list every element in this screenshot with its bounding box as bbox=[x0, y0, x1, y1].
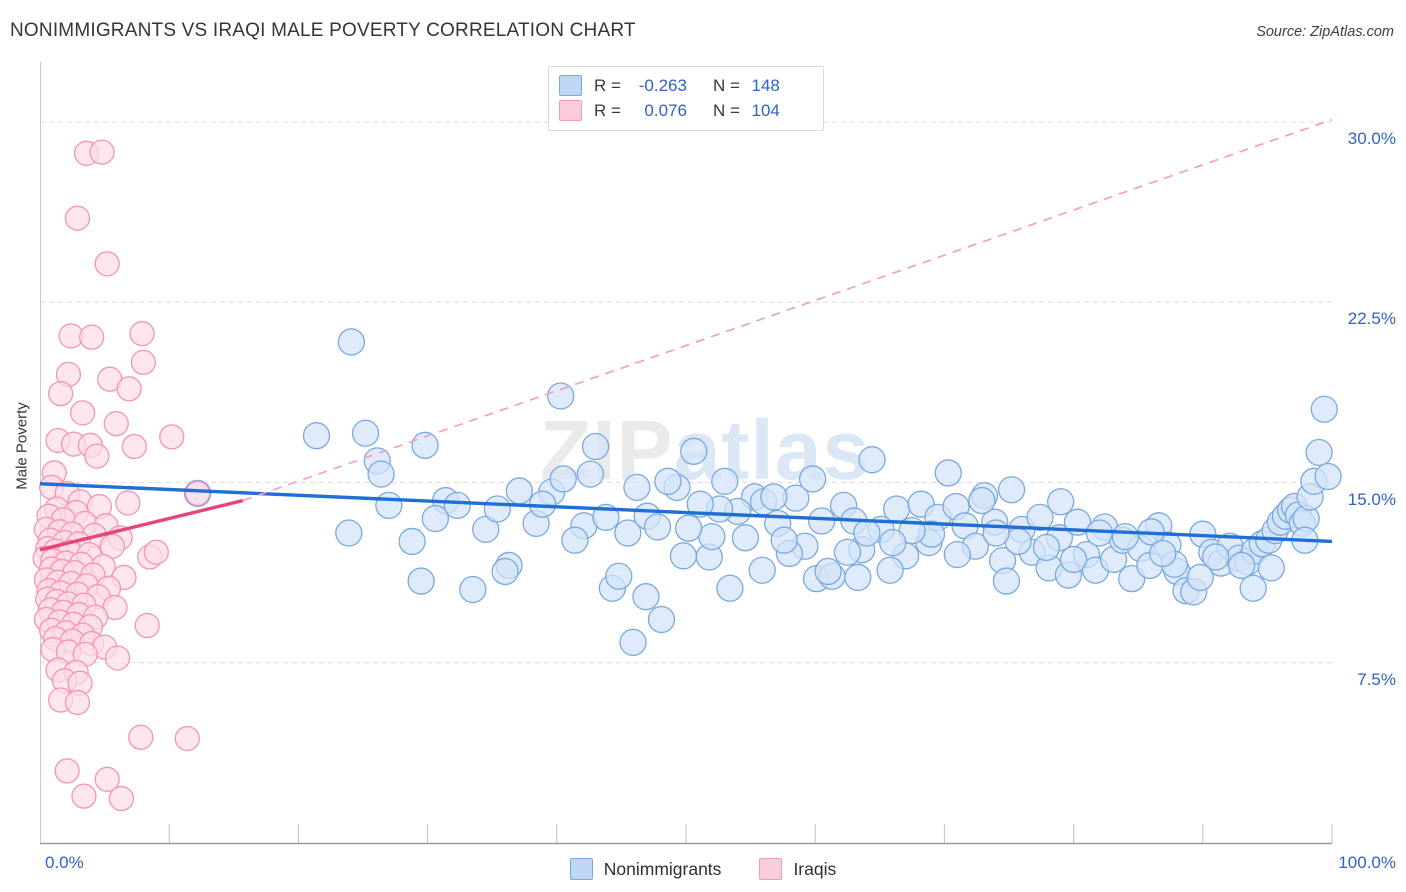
n-label-blue: N = bbox=[712, 75, 740, 95]
r-value-blue: -0.263 bbox=[638, 75, 687, 95]
n-value-blue: 148 bbox=[751, 75, 780, 95]
y-tick-label: 15.0% bbox=[1347, 489, 1396, 509]
stat-row-iraqis: R = 0.076 N = 104 bbox=[559, 98, 813, 123]
legend-color-iraqis bbox=[759, 858, 783, 880]
r-label-blue: R = bbox=[594, 75, 621, 95]
plot-area bbox=[32, 62, 1342, 845]
legend-label-iraqis: Iraqis bbox=[793, 858, 837, 879]
legend-label-nonimmigrants: Nonimmigrants bbox=[603, 858, 722, 879]
r-label-pink: R = bbox=[594, 100, 621, 120]
legend-swatch-blue bbox=[559, 75, 582, 96]
correlation-legend: R = -0.263 N = 148 R = 0.076 N = 104 bbox=[548, 66, 824, 131]
y-tick-label: 7.5% bbox=[1357, 669, 1396, 689]
series-legend: Nonimmigrants Iraqis bbox=[0, 858, 1406, 880]
y-tick-label: 30.0% bbox=[1347, 129, 1396, 149]
legend-item-nonimmigrants[interactable]: Nonimmigrants bbox=[569, 858, 722, 880]
y-axis-title: Male Poverty bbox=[13, 402, 31, 490]
trendline-layer bbox=[39, 118, 1333, 552]
r-value-pink: 0.076 bbox=[644, 100, 687, 120]
page-title: NONIMMIGRANTS VS IRAQI MALE POVERTY CORR… bbox=[10, 20, 636, 41]
legend-swatch-pink bbox=[559, 100, 582, 121]
x-tick-label-min: 0.0% bbox=[45, 853, 84, 872]
scatter-layer bbox=[32, 139, 1342, 812]
source-attribution: Source: ZipAtlas.com bbox=[1256, 24, 1394, 40]
x-tick-label-max: 100.0% bbox=[1338, 853, 1396, 872]
grid-layer bbox=[40, 62, 1333, 845]
y-tick-label: 22.5% bbox=[1347, 309, 1396, 329]
legend-color-nonimmigrants bbox=[569, 858, 593, 880]
n-value-pink: 104 bbox=[751, 100, 780, 120]
stat-row-nonimmigrants: R = -0.263 N = 148 bbox=[559, 73, 813, 98]
n-label-pink: N = bbox=[712, 100, 740, 120]
legend-item-iraqis[interactable]: Iraqis bbox=[759, 858, 836, 880]
